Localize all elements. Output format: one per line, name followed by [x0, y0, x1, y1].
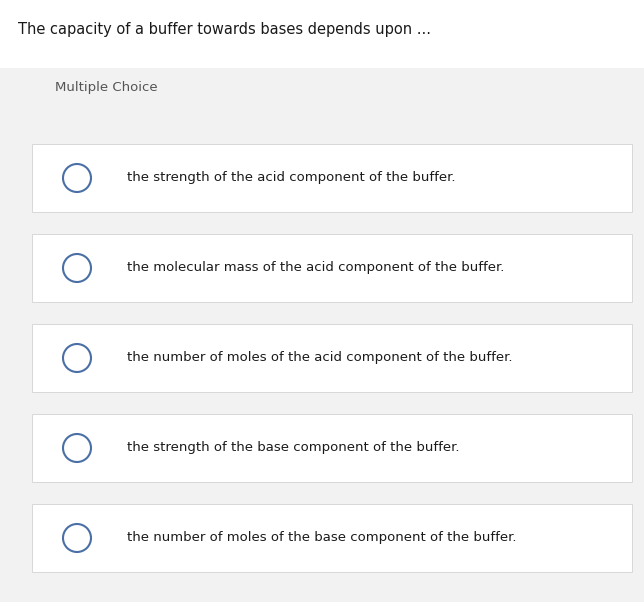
Text: the strength of the base component of the buffer.: the strength of the base component of th… [127, 441, 460, 455]
Circle shape [63, 344, 91, 372]
FancyBboxPatch shape [32, 234, 632, 302]
FancyBboxPatch shape [0, 125, 644, 602]
Circle shape [63, 254, 91, 282]
Text: the number of moles of the acid component of the buffer.: the number of moles of the acid componen… [127, 352, 513, 364]
Circle shape [63, 434, 91, 462]
Text: the strength of the acid component of the buffer.: the strength of the acid component of th… [127, 172, 455, 184]
Text: The capacity of a buffer towards bases depends upon ...: The capacity of a buffer towards bases d… [18, 22, 431, 37]
Circle shape [63, 164, 91, 192]
Text: the molecular mass of the acid component of the buffer.: the molecular mass of the acid component… [127, 261, 504, 275]
FancyBboxPatch shape [0, 68, 644, 125]
Text: Multiple Choice: Multiple Choice [55, 81, 158, 93]
FancyBboxPatch shape [32, 504, 632, 572]
Text: the number of moles of the base component of the buffer.: the number of moles of the base componen… [127, 532, 516, 544]
FancyBboxPatch shape [32, 414, 632, 482]
FancyBboxPatch shape [32, 144, 632, 212]
Circle shape [63, 524, 91, 552]
FancyBboxPatch shape [32, 324, 632, 392]
